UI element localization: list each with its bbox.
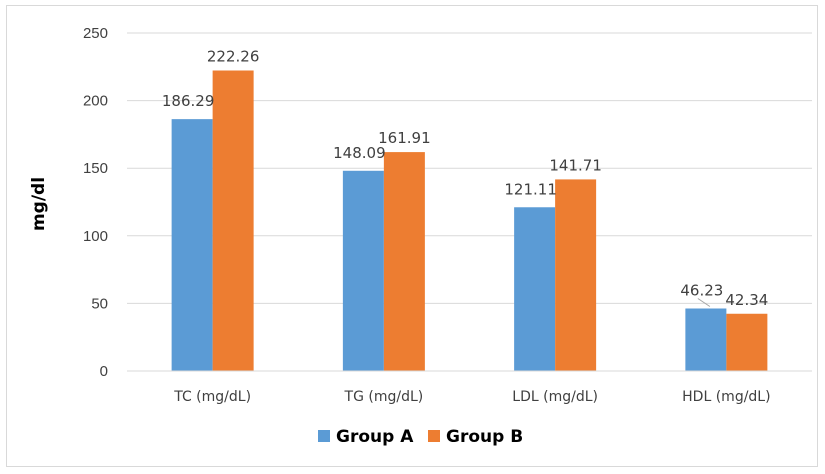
legend-swatch <box>318 430 330 442</box>
y-tick-label: 250 <box>83 25 108 42</box>
bar-group-b <box>212 70 254 371</box>
y-tick-label: 100 <box>83 228 108 245</box>
legend-swatch <box>428 430 440 442</box>
bar-group-a <box>342 170 384 371</box>
data-label: 148.09 <box>333 144 386 162</box>
x-tick-label: TC (mg/dL) <box>173 389 251 405</box>
y-tick-label: 200 <box>83 93 108 110</box>
bars <box>171 70 768 371</box>
y-tick-label: 150 <box>83 160 108 177</box>
data-label: 222.26 <box>207 48 260 66</box>
axes: 0 50 100 150 200 250 TC (mg/dL) TG (mg/dL) LDL (… <box>83 25 812 405</box>
x-tick-label: LDL (mg/dL) <box>512 389 598 405</box>
data-label: 42.34 <box>725 291 768 309</box>
data-label: 186.29 <box>162 92 215 110</box>
x-tick-label: HDL (mg/dL) <box>682 389 770 405</box>
data-label: 46.23 <box>680 281 723 299</box>
bar-group-a <box>171 119 213 371</box>
y-tick-label: 0 <box>100 363 108 380</box>
leader-line <box>697 298 711 307</box>
legend-label: Group B <box>446 427 523 447</box>
legend: Group A Group B <box>318 427 523 447</box>
x-tick-label: TG (mg/dL) <box>344 389 424 405</box>
bar-group-b <box>383 152 425 371</box>
data-label: 161.91 <box>378 129 431 147</box>
bar-group-a <box>685 308 727 371</box>
legend-label: Group A <box>336 427 414 447</box>
data-label: 141.71 <box>549 156 602 174</box>
y-axis-title: mg/dl <box>29 177 49 231</box>
y-tick-label: 50 <box>91 295 108 312</box>
bar-group-b <box>555 179 597 371</box>
bar-group-b <box>726 313 768 371</box>
data-label: 121.11 <box>504 180 557 198</box>
bar-group-a <box>514 207 556 371</box>
